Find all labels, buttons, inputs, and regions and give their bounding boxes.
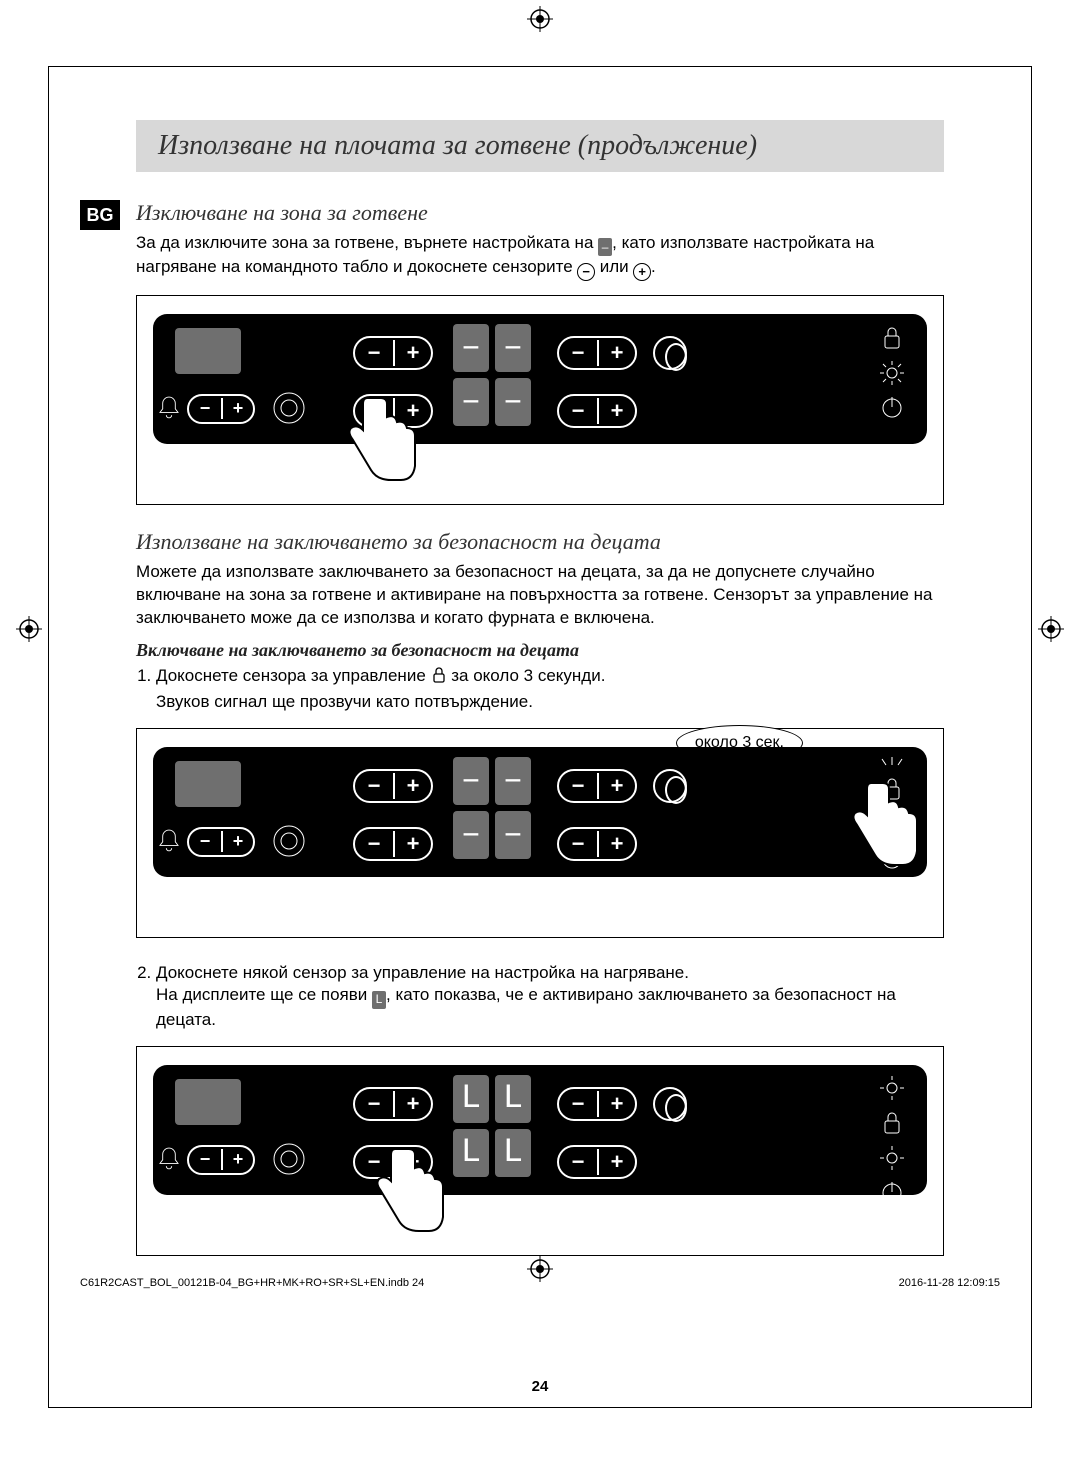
step-2: Докоснете някой сензор за управление на … [156, 962, 944, 1032]
inline-display-L-icon: L [372, 991, 386, 1009]
control-panel: LL LL −+ −+ −+ −+ −+ [153, 1065, 927, 1195]
light-icon [879, 1145, 905, 1171]
footer-left: C61R2CAST_BOL_00121B-04_BG+HR+MK+RO+SR+S… [80, 1277, 424, 1289]
zone-control: −+ [353, 769, 433, 803]
display: – [495, 811, 531, 859]
display-L: L [495, 1129, 531, 1177]
hand-pointer [831, 775, 921, 900]
page-title-bar: Използване на плочата за готвене (продъл… [136, 120, 944, 172]
right-icons [879, 1075, 905, 1205]
reg-mark-top [527, 6, 553, 32]
display: – [495, 324, 531, 372]
inline-lock-icon [431, 666, 447, 691]
control-panel: –– –– −+ −+ −+ −+ −+ [153, 314, 927, 444]
timer-bell-icon [156, 1144, 181, 1171]
control-panel: –– –– −+ −+ −+ −+ −+ [153, 747, 927, 877]
section1-para: За да изключите зона за готвене, върнете… [136, 232, 944, 281]
power-icon [879, 394, 905, 420]
zone-control: −+ [353, 336, 433, 370]
clock-display [175, 328, 241, 374]
power-icon [879, 1179, 905, 1205]
page-number: 24 [532, 1378, 549, 1395]
display: – [495, 757, 531, 805]
zone-control: −+ [353, 827, 433, 861]
zone-control: −+ [557, 336, 637, 370]
section2-subheading: Включване на заключването за безопасност… [136, 640, 944, 661]
zone-control: −+ [557, 769, 637, 803]
timer-control: −+ [187, 394, 255, 424]
display: – [495, 378, 531, 426]
zone-displays: –– –– [453, 757, 531, 859]
step-1: Докоснете сензора за управление за около… [156, 665, 944, 714]
panel-illustration-2: около 3 сек. –– –– −+ −+ −+ −+ −+ [136, 728, 944, 938]
timer-bell-icon [156, 826, 181, 853]
glow-lines-icon [879, 757, 905, 767]
right-icons [879, 324, 905, 420]
inline-display-icon: – [598, 238, 612, 256]
boost-icon [653, 769, 687, 803]
step-list: Докоснете сензора за управление за около… [136, 665, 944, 714]
footer-right: 2016-11-28 12:09:15 [899, 1277, 1000, 1289]
content-area: Използване на плочата за готвене (продъл… [136, 120, 944, 1280]
section1-heading: Изключване на зона за готвене [136, 200, 944, 226]
section2-para: Можете да използвате заключването за без… [136, 561, 944, 630]
inline-minus-icon: − [577, 263, 595, 281]
hand-pointer [355, 1141, 455, 1256]
zone-control: −+ [557, 1087, 637, 1121]
step-list-2: Докоснете някой сензор за управление на … [136, 962, 944, 1032]
zone-control: −+ [557, 1145, 637, 1179]
zone-control: −+ [353, 1087, 433, 1121]
dual-zone-icon [271, 823, 307, 859]
dual-zone-icon [271, 1141, 307, 1177]
display: – [453, 324, 489, 372]
clock-display [175, 1079, 241, 1125]
display: – [453, 811, 489, 859]
print-footer: C61R2CAST_BOL_00121B-04_BG+HR+MK+RO+SR+S… [80, 1277, 1000, 1289]
boost-icon [653, 336, 687, 370]
reg-mark-left [16, 616, 42, 642]
panel-illustration-3: LL LL −+ −+ −+ −+ −+ [136, 1046, 944, 1256]
display: – [453, 378, 489, 426]
inline-plus-icon: + [633, 263, 651, 281]
light-icon [879, 360, 905, 386]
zone-displays: –– –– [453, 324, 531, 426]
display: – [453, 757, 489, 805]
boost-icon [653, 1087, 687, 1121]
display-L: L [495, 1075, 531, 1123]
section2-heading: Използване на заключването за безопаснос… [136, 529, 944, 555]
display-L: L [453, 1129, 489, 1177]
light-icon [879, 1075, 905, 1101]
zone-control: −+ [557, 394, 637, 428]
reg-mark-right [1038, 616, 1064, 642]
lock-icon [879, 1109, 905, 1137]
hand-pointer [327, 390, 427, 505]
dual-zone-icon [271, 390, 307, 426]
timer-bell-icon [156, 393, 181, 420]
lock-icon [879, 324, 905, 352]
zone-control: −+ [557, 827, 637, 861]
panel-illustration-1: –– –– −+ −+ −+ −+ −+ [136, 295, 944, 505]
timer-control: −+ [187, 827, 255, 857]
display-L: L [453, 1075, 489, 1123]
language-tag: BG [80, 200, 120, 230]
page-title: Използване на плочата за готвене (продъл… [158, 130, 757, 161]
zone-displays: LL LL [453, 1075, 531, 1177]
clock-display [175, 761, 241, 807]
timer-control: −+ [187, 1145, 255, 1175]
